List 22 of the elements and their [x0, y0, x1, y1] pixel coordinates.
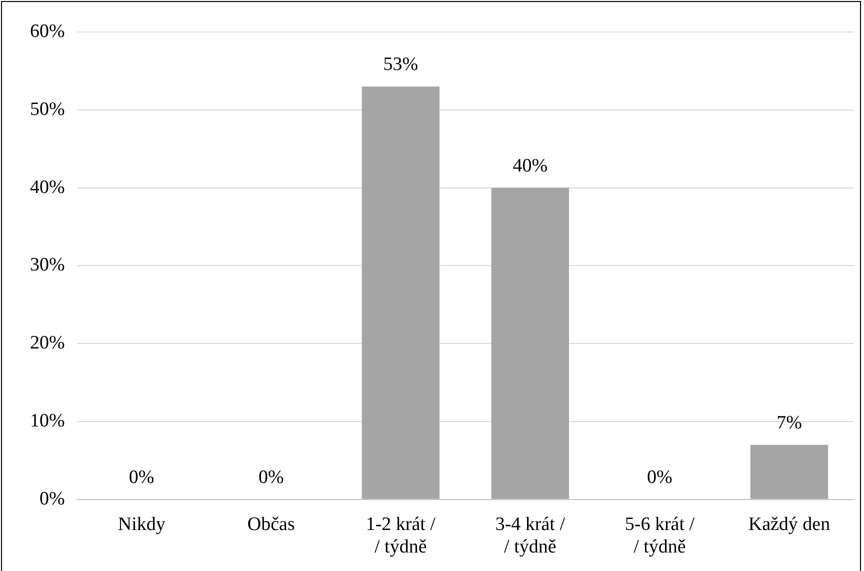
y-tick-label: 60%: [30, 20, 65, 42]
data-label: 7%: [776, 412, 802, 434]
y-tick-label: 40%: [30, 176, 65, 198]
x-tick-label: 5-6 krát / / týdně: [624, 514, 696, 558]
y-tick-label: 20%: [30, 332, 65, 354]
bar: [491, 188, 570, 499]
data-label: 0%: [647, 466, 673, 488]
y-tick-label: 0%: [40, 488, 65, 510]
data-label: 0%: [128, 466, 154, 488]
y-tick-label: 50%: [30, 98, 65, 120]
y-tick-label: 30%: [30, 254, 65, 276]
x-tick-label: 3-4 krát / / týdně: [495, 514, 566, 558]
bar: [750, 444, 828, 499]
x-tick-label: Každý den: [748, 514, 831, 535]
data-label: 53%: [383, 54, 418, 76]
bar: [362, 86, 440, 499]
data-label: 40%: [512, 155, 548, 176]
x-tick-label: Občas: [247, 514, 295, 535]
y-tick-label: 10%: [30, 410, 65, 432]
x-tick-label: Nikdy: [118, 514, 166, 535]
x-tick-label: 1-2 krát / / týdně: [366, 514, 436, 558]
data-label: 0%: [258, 466, 284, 488]
